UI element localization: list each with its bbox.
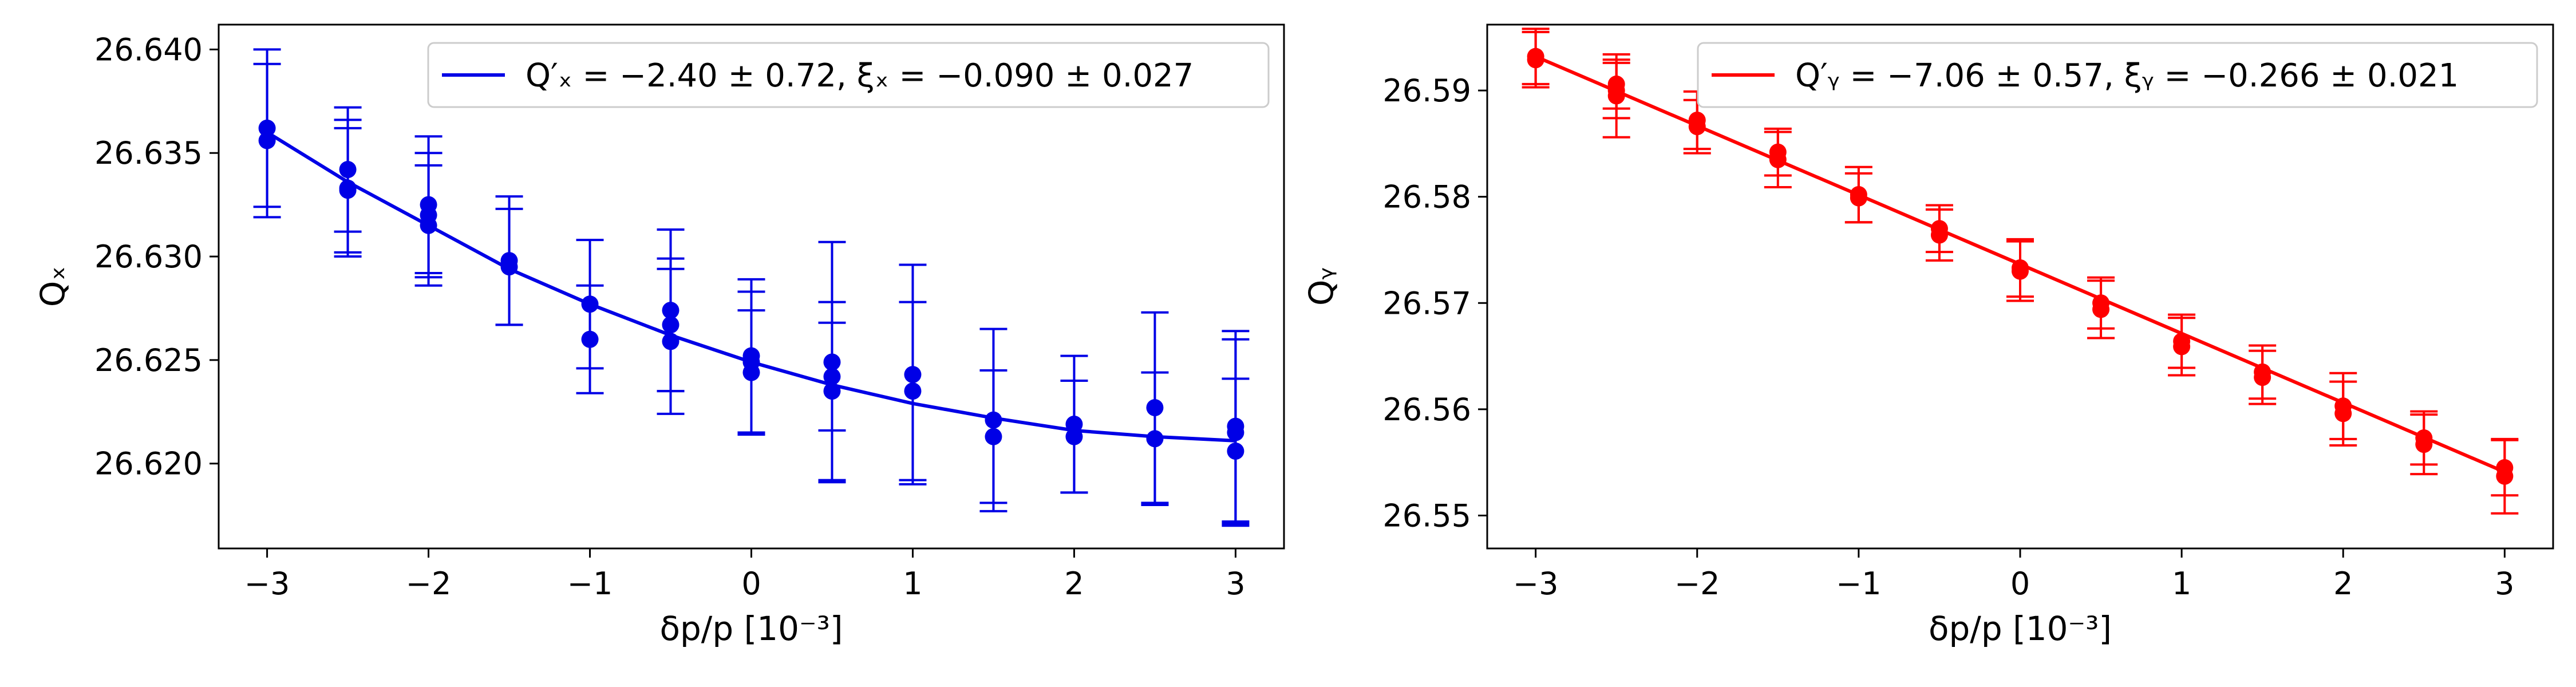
qy-y-tick-label: 26.55 (1382, 498, 1471, 534)
qx-plot-area (253, 48, 1250, 527)
qy-data-point (2329, 380, 2357, 447)
qx-marker (662, 333, 679, 350)
qy-marker (1930, 226, 1948, 244)
qy-data-point (2087, 279, 2115, 339)
qy-marker (1607, 87, 1625, 105)
qx-data-point (495, 207, 523, 326)
qy-marker (2254, 369, 2271, 386)
chart-qx: −3 −2 −1 0 1 2 3 26.620 26.625 26.630 26.635 26.640… (33, 23, 1285, 648)
qx-ticks: −3 −2 −1 0 1 2 3 26.620 26.625 26.630 26.635 26.640 (94, 31, 1246, 602)
qx-marker (581, 330, 599, 348)
qx-marker (1227, 443, 1244, 460)
qx-y-tick-label: 26.625 (94, 342, 203, 378)
qx-x-tick-label: 0 (741, 566, 761, 602)
qy-data-point (2006, 240, 2034, 302)
qy-x-tick-label: −3 (1513, 566, 1559, 602)
qy-data-point (2168, 317, 2196, 377)
qx-data-point (899, 301, 927, 481)
qx-marker (985, 428, 1002, 445)
chart-qy: −3 −2 −1 0 1 2 3 26.55 26.56 26.57 26.58 26.59 δp/p… (1302, 23, 2554, 648)
qy-y-tick-label: 26.57 (1382, 285, 1471, 321)
qy-marker (2496, 467, 2514, 485)
qx-y-tick-label: 26.630 (94, 239, 203, 275)
qy-y-axis-label: Qᵧ (1302, 267, 1341, 306)
qx-data-point (1222, 377, 1250, 525)
qy-legend: Q′ᵧ = −7.06 ± 0.57, ξᵧ = −0.266 ± 0.021 (1697, 42, 2538, 108)
qy-legend-frame (1697, 42, 2538, 108)
qy-data-point (2410, 413, 2438, 476)
qy-marker (1527, 51, 1544, 69)
qx-x-tick-label: −1 (567, 566, 613, 602)
qy-data-point (1844, 172, 1872, 224)
qy-marker (2092, 301, 2110, 318)
qy-data-point (1925, 208, 1953, 262)
qy-plot-area (1522, 27, 2519, 515)
qy-marker (1850, 189, 1867, 207)
qx-x-tick-label: −3 (244, 566, 290, 602)
qx-marker (742, 364, 760, 381)
qy-y-tick-label: 26.56 (1382, 392, 1471, 428)
qx-data-point (979, 369, 1008, 504)
qy-marker (2012, 262, 2029, 280)
qy-y-tick-label: 26.58 (1382, 179, 1471, 215)
qy-data-point (2491, 437, 2519, 515)
qy-data-point (1522, 30, 1550, 89)
qy-marker (1688, 118, 1706, 136)
qx-marker (500, 258, 518, 276)
qx-data-point (576, 284, 604, 394)
qx-marker (1065, 428, 1083, 445)
qy-x-tick-label: 1 (2172, 566, 2191, 602)
qy-x-tick-label: 2 (2333, 566, 2353, 602)
qx-data-point (414, 164, 442, 287)
qx-data-point (253, 62, 281, 219)
qx-x-tick-label: −2 (406, 566, 452, 602)
qx-x-axis-label: δp/p [10⁻³] (659, 609, 843, 648)
qx-data-point (1141, 371, 1169, 507)
qy-data-point (1683, 98, 1711, 155)
qx-x-tick-label: 1 (903, 566, 922, 602)
qy-legend-label: Q′ᵧ = −7.06 ± 0.57, ξᵧ = −0.266 ± 0.021 (1795, 57, 2459, 94)
qy-marker (2334, 405, 2352, 423)
qx-marker (258, 132, 276, 149)
qx-data-point (334, 127, 362, 254)
qy-x-tick-label: 3 (2495, 566, 2514, 602)
qx-marker (339, 181, 357, 199)
qy-x-axis-label: δp/p [10⁻³] (1929, 609, 2112, 648)
qx-y-tick-label: 26.640 (94, 31, 203, 68)
qx-marker (420, 216, 437, 234)
qy-data-point (2249, 349, 2277, 405)
qy-x-tick-label: −2 (1674, 566, 1720, 602)
qy-marker (2415, 436, 2433, 453)
qx-marker (823, 382, 841, 400)
qy-y-tick-label: 26.59 (1382, 73, 1471, 109)
qx-legend: Q′ₓ = −2.40 ± 0.72, ξₓ = −0.090 ± 0.027 (427, 42, 1270, 108)
qy-marker (2173, 338, 2191, 356)
qx-data-point (818, 301, 846, 481)
qx-data-point (657, 267, 685, 415)
qx-x-tick-label: 2 (1064, 566, 1084, 602)
qx-data-point (737, 309, 765, 436)
qy-data-point (1764, 131, 1792, 188)
qx-y-axis-label: Qₓ (33, 266, 72, 307)
qx-marker (904, 382, 922, 400)
qx-y-tick-label: 26.635 (94, 135, 203, 171)
qx-x-tick-label: 3 (1226, 566, 1245, 602)
qy-marker (1769, 151, 1787, 168)
qx-y-tick-label: 26.620 (94, 446, 203, 482)
qx-legend-label: Q′ₓ = −2.40 ± 0.72, ξₓ = −0.090 ± 0.027 (526, 57, 1194, 94)
qx-legend-frame (427, 42, 1270, 108)
qy-x-tick-label: 0 (2010, 566, 2030, 602)
qx-marker (1146, 430, 1164, 448)
qy-data-point (1602, 53, 1630, 139)
qy-ticks: −3 −2 −1 0 1 2 3 26.55 26.56 26.57 26.58 26.59 (1382, 73, 2514, 602)
qx-data-point (1060, 380, 1088, 494)
qy-x-tick-label: −1 (1836, 566, 1882, 602)
